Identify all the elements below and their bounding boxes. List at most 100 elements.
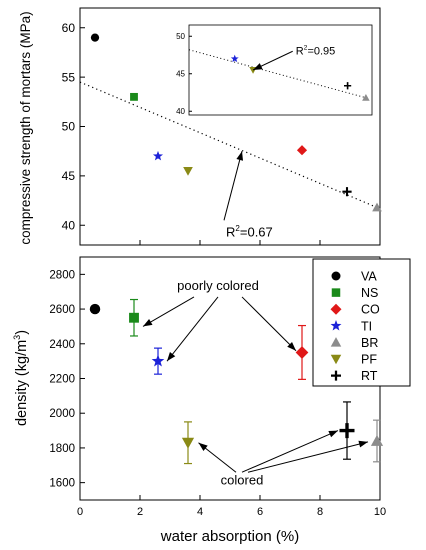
inset-panel: 40 45 50 R2=0.95 (176, 24, 373, 116)
inset-y-axis: 40 45 50 (176, 32, 192, 116)
group-arrow-5-shaft (241, 430, 339, 473)
group-arrow-5-head (328, 430, 338, 438)
legend-marker-pf (330, 354, 342, 365)
legend-item-ns: NS (331, 286, 378, 300)
legend-item-br: BR (330, 336, 378, 350)
strength-y-tick-label: 60 (62, 21, 76, 35)
legend-item-ti: TI (330, 319, 372, 333)
density-y-tick-label: 2400 (49, 339, 75, 351)
density-group-labels: poorly colored colored (177, 278, 263, 487)
x-tick-label: 6 (257, 506, 263, 518)
legend-label-ti: TI (361, 319, 372, 333)
density-points (89, 303, 384, 449)
legend-marker-rt (331, 370, 341, 381)
legend-items: VA NS CO TI BR PF RT (330, 270, 380, 383)
strength-r2-arrow-shaft (223, 151, 243, 221)
strength-y-tick-label: 45 (62, 169, 76, 183)
inset-r2-label: R2=0.95 (296, 45, 336, 58)
density-y-tick-label: 1800 (49, 443, 75, 455)
inset-r2-annotation: R2=0.95 (252, 45, 336, 71)
strength-r2-label-main: R (226, 224, 235, 239)
density-group-arrows (142, 296, 369, 473)
group-arrow-6-shaft (247, 441, 369, 473)
strength-r2-arrow (223, 151, 244, 221)
group-arrow-5 (241, 430, 339, 473)
x-tick-label: 4 (197, 506, 203, 518)
legend-box (312, 258, 411, 387)
legend-label-pf: PF (361, 353, 377, 367)
strength-points (90, 33, 382, 212)
inset-y-tick-label: 40 (176, 107, 185, 116)
strength-point-pf (183, 167, 193, 176)
x-axis: 0 2 4 6 8 10 (77, 495, 386, 518)
legend-label-va: VA (361, 270, 377, 284)
colored-label: colored (221, 472, 264, 487)
legend-label-co: CO (361, 303, 380, 317)
group-arrow-4 (198, 442, 237, 473)
strength-r2-label: R2=0.67 (226, 224, 273, 239)
density-y-axis-label-tail: ) (14, 330, 30, 335)
x-tick-label: 10 (374, 506, 386, 518)
density-panel: 1600 1800 2000 2200 2400 2600 2800 0 2 4 6 8 10 den… (12, 256, 411, 545)
group-arrow-6 (247, 440, 369, 473)
strength-r2-label-sup: 2 (235, 224, 240, 233)
density-y-tick-label: 2200 (49, 374, 75, 386)
strength-r2-label-tail: =0.67 (240, 224, 273, 239)
legend-marker-va (331, 271, 341, 281)
inset-point-ti (230, 54, 239, 63)
x-tick-label: 8 (317, 506, 323, 518)
legend-label-ns: NS (361, 286, 378, 300)
strength-y-tick-label: 50 (62, 120, 76, 134)
density-point-rt (339, 423, 355, 439)
group-arrow-1-head (143, 318, 153, 327)
strength-point-ns (130, 92, 138, 101)
poorly-colored-label: poorly colored (177, 278, 259, 293)
inset-frame (188, 24, 373, 116)
density-y-tick-label: 2800 (49, 269, 75, 281)
density-y-axis: 1600 1800 2000 2200 2400 2600 2800 (49, 269, 85, 490)
legend-item-pf: PF (330, 353, 377, 367)
group-arrow-2 (166, 296, 219, 362)
legend-marker-br (330, 337, 342, 347)
x-tick-label: 0 (77, 506, 83, 518)
strength-point-br (372, 202, 382, 212)
density-point-pf (181, 437, 195, 449)
inset-point-rt (344, 82, 352, 90)
density-point-co (295, 346, 309, 359)
strength-trendline (79, 81, 378, 209)
group-arrow-1-shaft (142, 296, 195, 327)
strength-point-va (90, 33, 100, 42)
density-y-tick-label: 2000 (49, 408, 75, 420)
legend-item-va: VA (331, 270, 377, 284)
strength-point-co (296, 145, 308, 156)
legend: VA NS CO TI BR PF RT (312, 258, 411, 387)
inset-r2-label-main: R (296, 45, 304, 57)
density-y-tick-label: 1600 (49, 478, 75, 490)
inset-y-tick-label: 45 (176, 70, 185, 79)
strength-point-rt (342, 187, 352, 197)
legend-label-br: BR (361, 336, 378, 350)
inset-y-tick-label: 50 (176, 32, 185, 41)
legend-item-rt: RT (331, 369, 378, 383)
legend-label-rt: RT (361, 369, 378, 383)
density-y-axis-label-main: density (kg/m (14, 340, 30, 426)
group-arrow-4-head (198, 442, 208, 451)
strength-panel: 40 45 50 55 60 compressive strength of morta… (18, 7, 382, 246)
density-y-axis-label-sup: 3 (12, 335, 22, 340)
density-y-axis-label: density (kg/m3) (12, 330, 30, 426)
group-arrow-1 (142, 296, 195, 327)
density-point-br (370, 434, 384, 446)
x-axis-label: water absorption (%) (160, 528, 299, 545)
strength-y-axis: 40 45 50 55 60 (62, 21, 381, 245)
density-point-ti (151, 354, 165, 367)
density-point-va (89, 303, 101, 315)
legend-marker-co (330, 303, 342, 315)
group-arrow-3 (241, 296, 297, 352)
inset-r2-arrow-head (253, 63, 263, 70)
group-arrow-3-shaft (241, 296, 297, 352)
strength-trendline-line (79, 81, 378, 209)
legend-marker-ns (331, 288, 341, 297)
inset-r2-label-tail: =0.95 (307, 45, 335, 57)
group-arrow-3-head (287, 341, 296, 351)
